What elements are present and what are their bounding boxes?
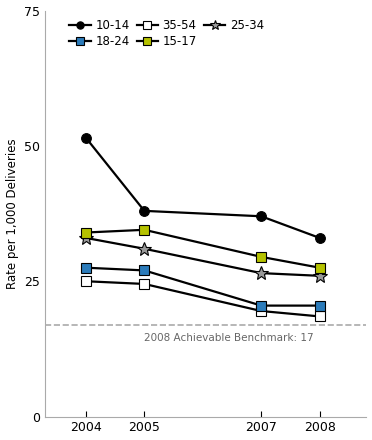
Legend: 10-14, 18-24, 35-54, 15-17, 25-34: 10-14, 18-24, 35-54, 15-17, 25-34	[67, 16, 266, 51]
Text: 2008 Achievable Benchmark: 17: 2008 Achievable Benchmark: 17	[144, 333, 314, 343]
Y-axis label: Rate per 1,000 Deliveries: Rate per 1,000 Deliveries	[6, 138, 19, 289]
